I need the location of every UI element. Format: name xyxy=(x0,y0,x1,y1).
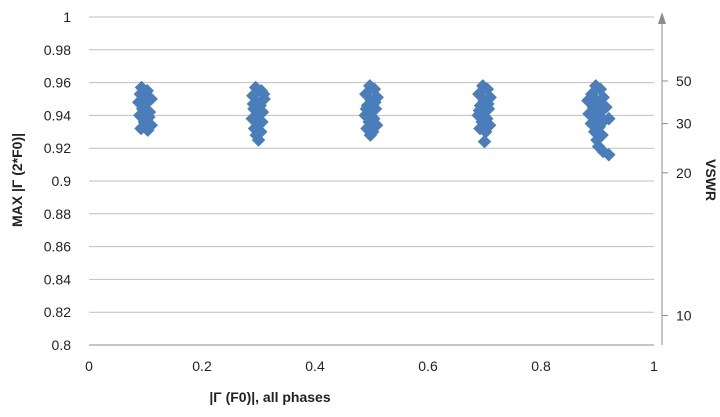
x-tick-label: 0.2 xyxy=(192,358,212,374)
vswr-axis-arrow-icon xyxy=(658,12,666,24)
x-tick-label: 1 xyxy=(650,358,658,374)
y-tick-labels: 0.8 0.82 0.84 0.86 0.88 0.9 0.92 0.94 0.96 0.98 1 xyxy=(44,9,71,353)
y-tick-label: 0.8 xyxy=(52,337,72,353)
axes xyxy=(89,12,666,346)
scatter-point xyxy=(481,97,495,111)
scatter-point xyxy=(599,100,613,115)
x-tick-label: 0.4 xyxy=(305,358,325,374)
scatter-point xyxy=(140,123,155,138)
scatter-point xyxy=(256,87,271,101)
scatter-point xyxy=(368,95,382,110)
scatter-point xyxy=(133,87,148,101)
y-tick-label: 0.92 xyxy=(44,140,71,156)
scatter-points xyxy=(131,79,616,162)
y-tick-label: 0.88 xyxy=(44,206,71,222)
y-tick-label: 0.94 xyxy=(44,107,71,123)
vswr-tick-label: 20 xyxy=(676,165,692,181)
y-tick-label: 0.84 xyxy=(44,271,71,287)
scatter-point xyxy=(601,147,616,162)
scatter-point xyxy=(251,133,266,147)
y-tick-label: 0.96 xyxy=(44,75,71,91)
scatter-point xyxy=(139,103,153,118)
vswr-tick-labels: 10 20 30 50 xyxy=(662,73,692,323)
y-tick-label: 0.98 xyxy=(44,42,71,58)
x-axis-title: |Γ (F0)|, all phases xyxy=(209,389,330,405)
x-tick-labels: 0 0.2 0.4 0.6 0.8 1 xyxy=(85,358,658,374)
x-tick-label: 0 xyxy=(85,358,93,374)
vswr-tick-label: 30 xyxy=(676,116,692,132)
y-tick-label: 0.86 xyxy=(44,239,71,255)
y-tick-label: 0.82 xyxy=(44,304,71,320)
x-tick-label: 0.8 xyxy=(531,358,551,374)
scatter-point xyxy=(363,128,378,142)
grid-lines xyxy=(89,16,654,346)
scatter-point xyxy=(587,92,602,106)
scatter-point xyxy=(359,101,374,116)
scatter-point xyxy=(246,97,261,111)
scatter-point xyxy=(601,111,616,126)
y-axis-title: MAX |Γ (2*F0)| xyxy=(9,133,25,227)
scatter-point xyxy=(472,103,487,118)
scatter-point xyxy=(477,134,492,149)
x-tick-label: 0.6 xyxy=(418,358,438,374)
y-tick-label: 0.9 xyxy=(52,173,72,189)
vswr-tick-label: 50 xyxy=(676,73,692,89)
vswr-tick-label: 10 xyxy=(676,307,692,323)
y-tick-label: 1 xyxy=(63,9,71,25)
vswr-axis-title: VSWR xyxy=(703,159,719,201)
